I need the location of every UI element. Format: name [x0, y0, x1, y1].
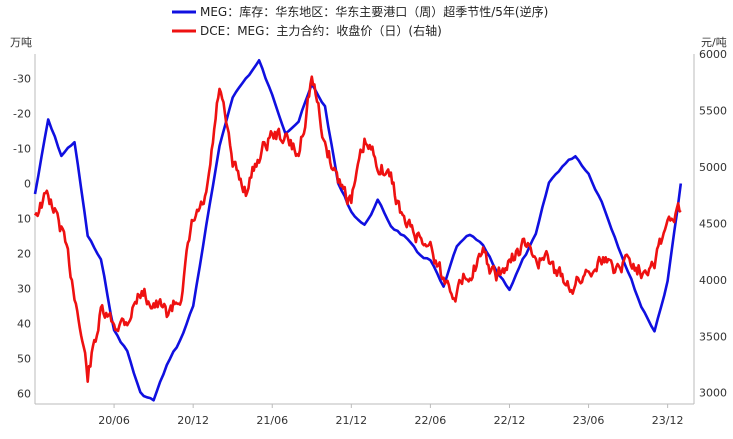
right-axis-unit: 元/吨	[701, 36, 727, 49]
plot-area	[33, 59, 683, 402]
right-tick-label: 5000	[699, 161, 727, 174]
right-axis: 元/吨 3000 3500 4000 4500 5000 5500 6000	[693, 36, 727, 404]
series-line-dce-meg-price	[33, 75, 682, 383]
x-tick-label: 21/06	[256, 414, 288, 427]
right-tick-label: 4000	[699, 274, 727, 287]
left-axis-unit: 万吨	[10, 36, 32, 49]
x-tick-label: 20/12	[177, 414, 209, 427]
right-tick-label: 5500	[699, 104, 727, 117]
series-line-meg-inventory	[33, 59, 683, 402]
x-tick-label: 22/12	[494, 414, 526, 427]
left-tick-label: 60	[17, 388, 31, 401]
right-tick-label: 3000	[699, 387, 727, 400]
x-tick-label: 23/12	[652, 414, 684, 427]
x-tick-label: 22/06	[415, 414, 447, 427]
legend-entry: MEG：库存：华东地区：华东主要港口（周）超季节性/5年(逆序)	[200, 4, 548, 19]
legend-entry: DCE：MEG：主力合约：收盘价（日）(右轴)	[200, 23, 442, 38]
x-tick-label: 21/12	[335, 414, 367, 427]
left-tick-label: 10	[17, 213, 31, 226]
left-tick-label: -10	[13, 143, 31, 156]
left-tick-label: -20	[13, 108, 31, 121]
left-axis: 万吨 -30 -20 -10 0 10 20 30 40 50 60	[10, 36, 36, 404]
x-axis: 20/06 20/12 21/06 21/12 22/06 22/12 23/06 23/12	[35, 403, 694, 427]
left-tick-label: 20	[17, 248, 31, 261]
right-tick-label: 4500	[699, 217, 727, 230]
x-tick-label: 20/06	[98, 414, 130, 427]
left-tick-label: 40	[17, 318, 31, 331]
left-tick-label: 30	[17, 283, 31, 296]
right-tick-label: 6000	[699, 48, 727, 61]
x-tick-label: 23/06	[573, 414, 605, 427]
right-tick-label: 3500	[699, 330, 727, 343]
left-tick-label: 50	[17, 353, 31, 366]
left-tick-label: -30	[13, 73, 31, 86]
left-tick-label: 0	[24, 178, 31, 191]
legend: MEG：库存：华东地区：华东主要港口（周）超季节性/5年(逆序) DCE：MEG：…	[172, 4, 548, 38]
